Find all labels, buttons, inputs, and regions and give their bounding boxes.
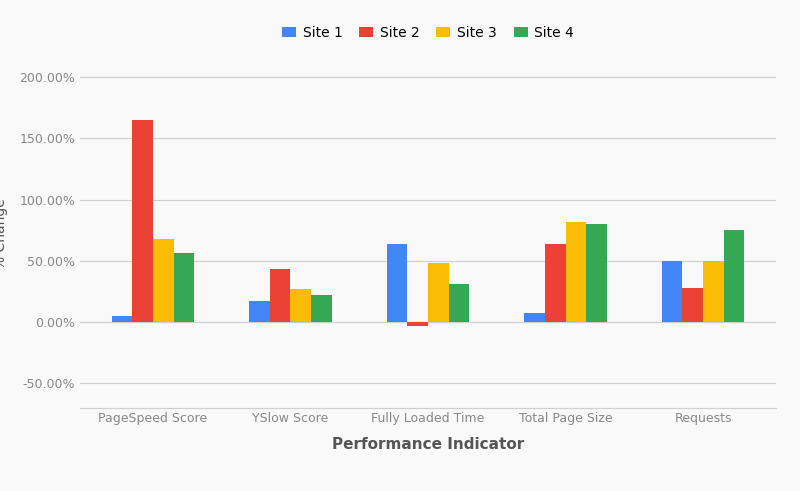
Bar — [566, 221, 586, 322]
Bar — [132, 120, 153, 322]
Bar — [449, 284, 470, 322]
Bar — [524, 313, 545, 322]
Bar — [545, 244, 566, 322]
Bar — [703, 261, 724, 322]
Bar — [249, 301, 270, 322]
Bar — [586, 224, 607, 322]
Y-axis label: % Change: % Change — [0, 198, 8, 269]
Bar — [270, 269, 290, 322]
Bar — [682, 288, 703, 322]
Bar — [290, 289, 311, 322]
Bar — [724, 230, 744, 322]
Bar — [386, 244, 407, 322]
Bar — [174, 253, 194, 322]
Bar — [662, 261, 682, 322]
Bar — [311, 295, 332, 322]
Bar — [112, 316, 132, 322]
Bar — [428, 263, 449, 322]
X-axis label: Performance Indicator: Performance Indicator — [332, 436, 524, 452]
Legend: Site 1, Site 2, Site 3, Site 4: Site 1, Site 2, Site 3, Site 4 — [276, 21, 580, 46]
Bar — [153, 239, 174, 322]
Bar — [407, 322, 428, 326]
